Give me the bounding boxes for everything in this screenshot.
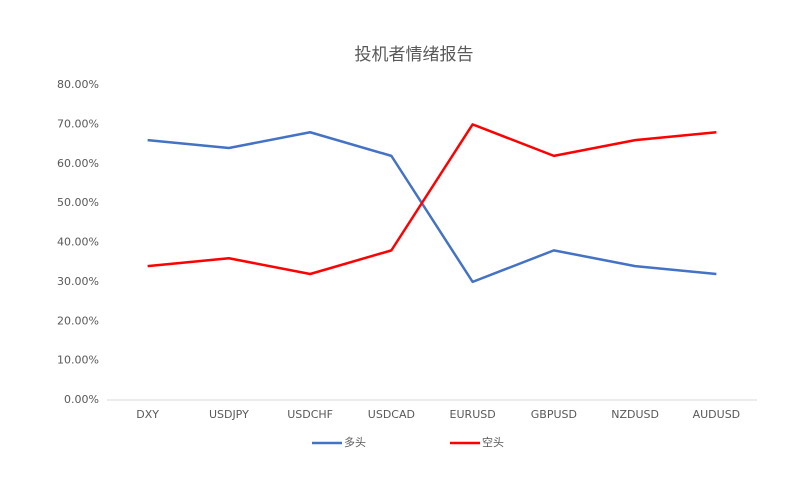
y-tick-label: 30.00%	[57, 275, 99, 288]
y-tick-label: 60.00%	[57, 157, 99, 170]
x-tick-label: USDJPY	[209, 408, 249, 421]
y-tick-label: 50.00%	[57, 196, 99, 209]
chart-title: 投机者情绪报告	[355, 45, 474, 65]
y-tick-label: 80.00%	[57, 78, 99, 91]
x-tick-label: NZDUSD	[611, 408, 659, 421]
legend-label: 空头	[482, 435, 504, 449]
x-tick-label: GBPUSD	[531, 408, 577, 421]
y-tick-label: 10.00%	[57, 354, 99, 367]
y-tick-label: 70.00%	[57, 117, 99, 130]
x-tick-label: DXY	[136, 408, 159, 421]
x-tick-label: USDCAD	[368, 408, 415, 421]
y-tick-label: 40.00%	[57, 236, 99, 249]
x-tick-label: AUDUSD	[693, 408, 741, 421]
y-tick-label: 20.00%	[57, 314, 99, 327]
series-line	[147, 123, 717, 276]
legend-label: 多头	[344, 435, 366, 449]
series-line	[147, 131, 717, 284]
y-tick-label: 0.00%	[64, 393, 99, 406]
x-tick-label: USDCHF	[287, 408, 333, 421]
x-tick-label: EURUSD	[450, 408, 496, 421]
